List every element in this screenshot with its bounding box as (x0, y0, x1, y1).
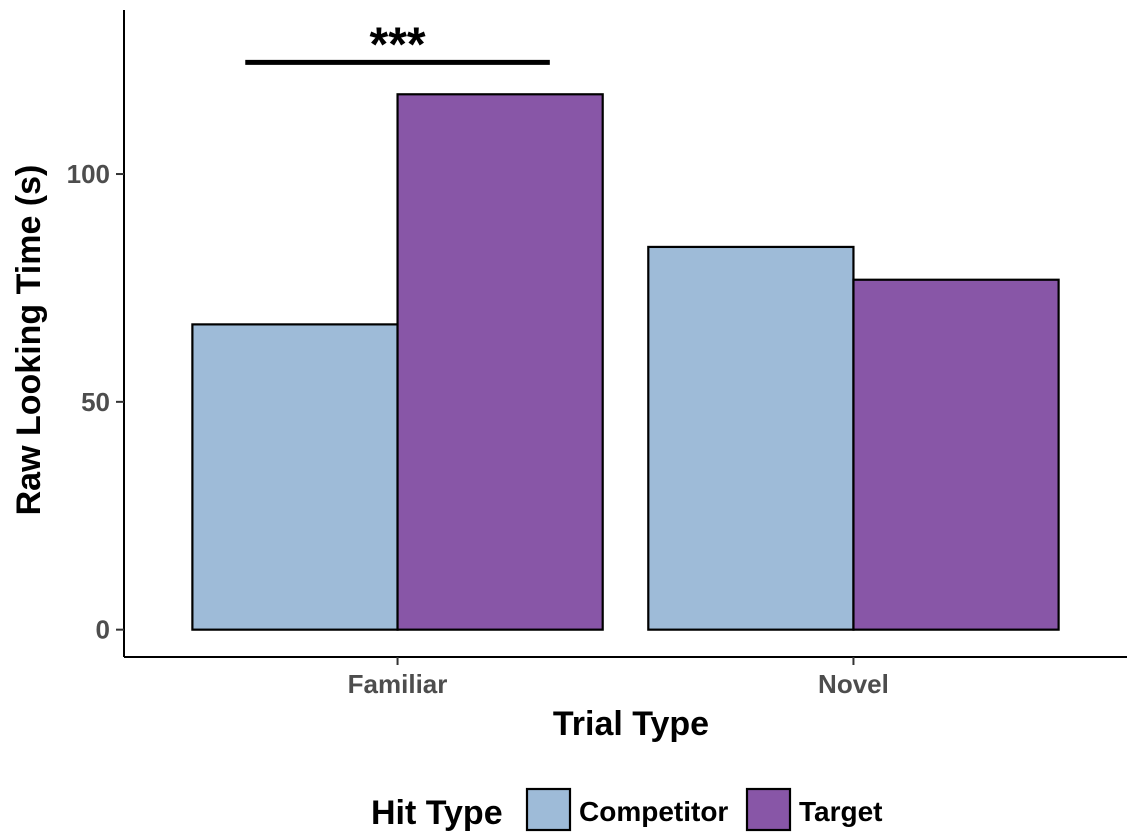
legend-key-competitor (525, 787, 572, 832)
y-tick-label: 50 (81, 387, 110, 417)
legend-label-competitor: Competitor (579, 796, 728, 827)
x-tick-label: Novel (818, 669, 889, 699)
annotation-layer: *** (245, 18, 550, 71)
x-tick-label: Familiar (348, 669, 448, 699)
legend-title: Hit Type (371, 794, 503, 832)
y-tick-label: 100 (67, 159, 110, 189)
significance-label: *** (370, 18, 426, 71)
y-tick-label: 0 (96, 615, 110, 645)
bar-target-novel (852, 278, 1060, 631)
bar-competitor-novel (647, 245, 855, 631)
legend-key-target (745, 787, 792, 832)
x-axis-title: Trial Type (553, 705, 709, 743)
bar-target-familiar (396, 93, 604, 631)
y-ticks-layer: 0 50 100 (67, 159, 124, 645)
bars-layer (191, 93, 1060, 631)
legend-label-target: Target (799, 796, 883, 827)
axes-layer (123, 10, 1127, 658)
x-ticks-layer: Familiar Novel (348, 657, 889, 699)
bar-competitor-familiar (191, 323, 399, 631)
legend: Hit Type Competitor Target (371, 787, 883, 832)
y-axis-title: Raw Looking Time (s) (10, 165, 48, 516)
